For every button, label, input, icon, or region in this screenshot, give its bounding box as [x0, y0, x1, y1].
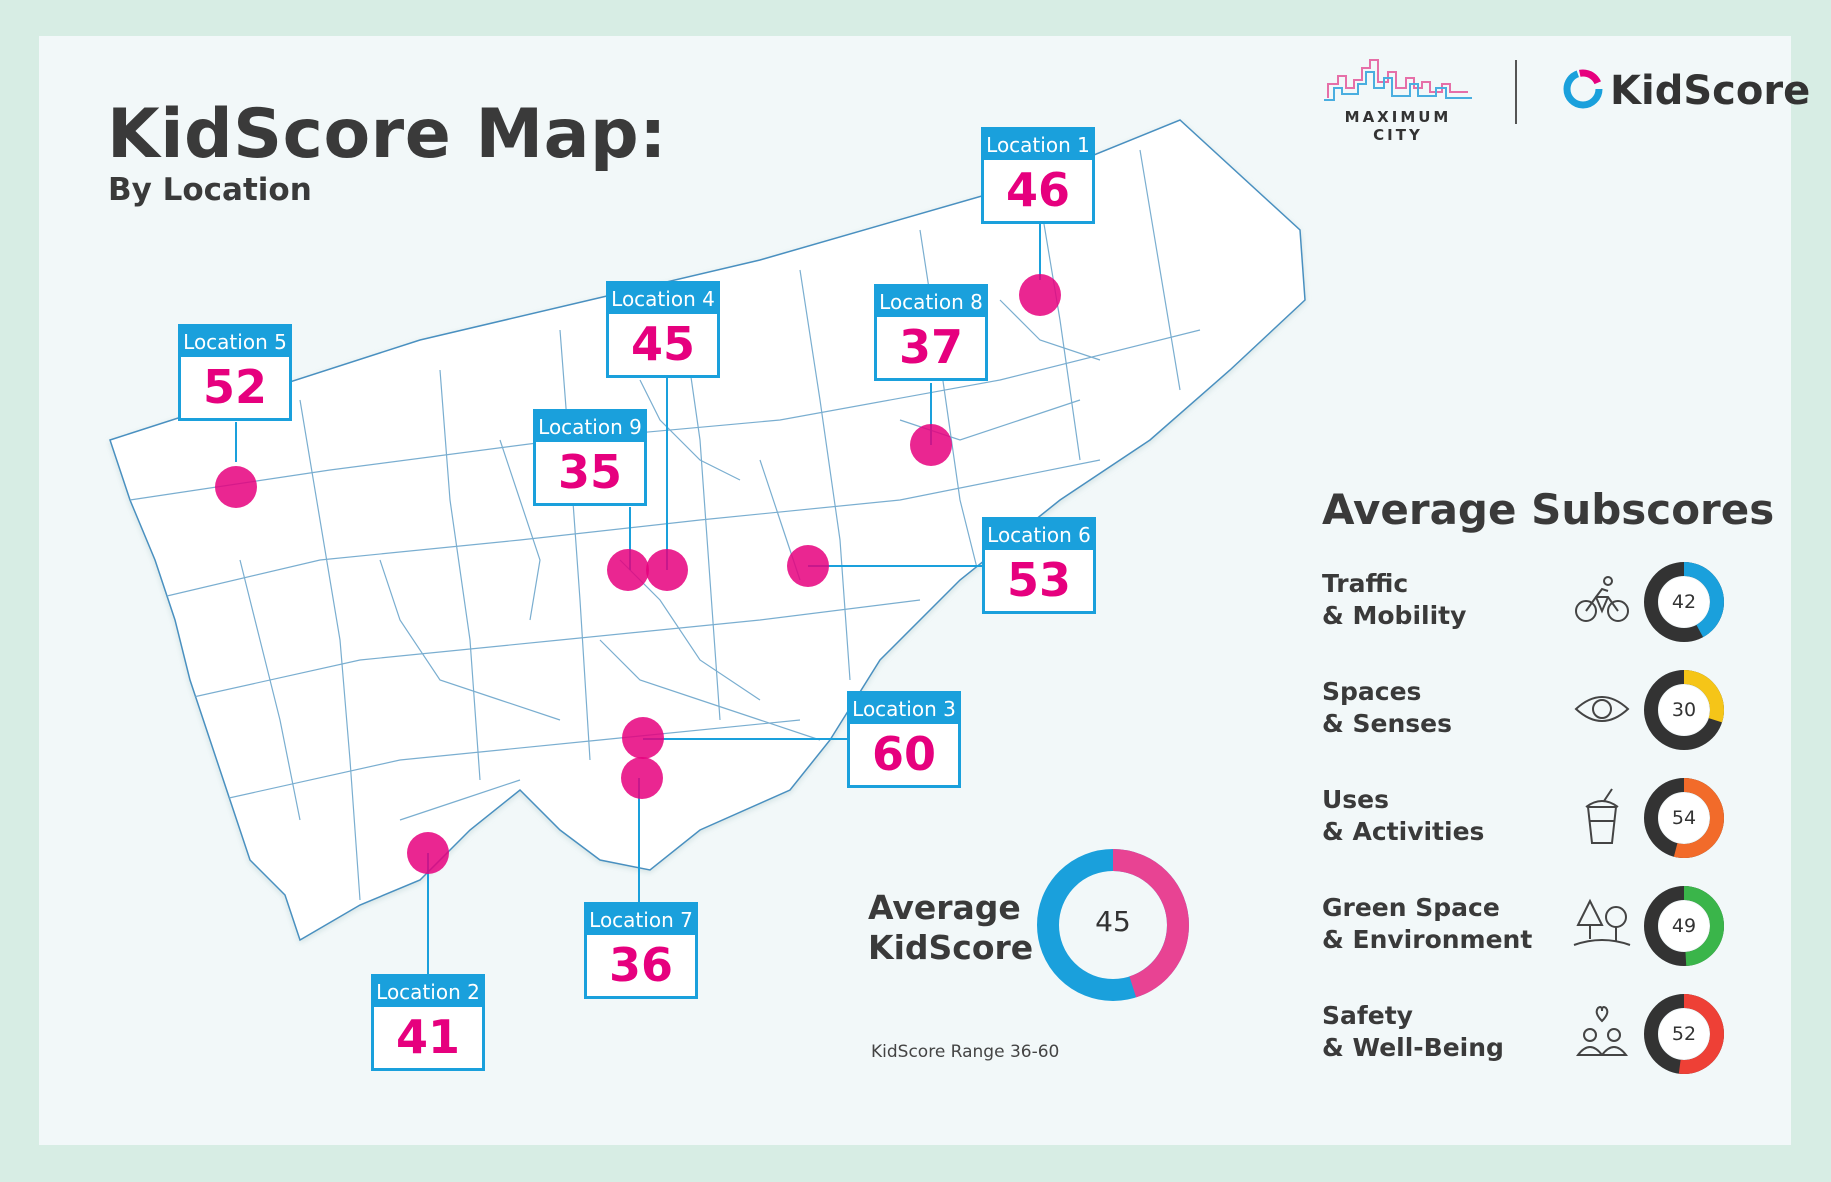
- subscore-line2: & Mobility: [1322, 601, 1467, 630]
- average-kidscore-label: Average KidScore: [868, 888, 1033, 968]
- page-title: KidScore Map:: [107, 95, 667, 174]
- average-donut-pink: [1037, 849, 1189, 1001]
- location-marker-1[interactable]: [1019, 274, 1061, 316]
- location-score: 52: [202, 360, 267, 414]
- trees-icon: [1573, 898, 1631, 946]
- subscore-uses-value: 54: [1671, 807, 1697, 829]
- location-label: Location 6: [985, 520, 1093, 550]
- maximum-city-logo: MAXIMUM CITY: [1318, 58, 1478, 144]
- subscore-ring-arc: [1644, 994, 1724, 1074]
- subscore-ring-arc: [1644, 562, 1724, 642]
- subscore-uses-label: Uses & Activities: [1322, 784, 1484, 848]
- location-card-9[interactable]: Location 9 35: [533, 409, 647, 506]
- location-card-3[interactable]: Location 3 60: [847, 691, 961, 788]
- average-label-line1: Average: [868, 888, 1021, 927]
- subscore-line2: & Activities: [1322, 817, 1485, 846]
- location-label: Location 3: [850, 694, 958, 724]
- subscore-line1: Spaces: [1322, 677, 1422, 706]
- subscore-ring-arc: [1644, 670, 1724, 750]
- subscore-ring-arc: [1644, 886, 1724, 966]
- subscore-spaces-value: 30: [1671, 699, 1697, 721]
- logo-divider: [1515, 60, 1517, 124]
- location-card-4[interactable]: Location 4 45: [606, 281, 720, 378]
- kidscore-range: KidScore Range 36-60: [871, 1042, 1060, 1062]
- location-card-1[interactable]: Location 1 46: [981, 127, 1095, 224]
- location-score: 45: [630, 317, 695, 371]
- product-name: KidScore: [1610, 68, 1811, 114]
- subscore-line1: Safety: [1322, 1001, 1413, 1030]
- subscore-green-label: Green Space & Environment: [1322, 892, 1532, 956]
- subscore-ring-center: [1659, 1009, 1709, 1059]
- subscore-ring-center: [1659, 793, 1709, 843]
- subscore-line1: Green Space: [1322, 893, 1500, 922]
- people-heart-icon: [1575, 1006, 1629, 1056]
- city-boundary: [109, 119, 1306, 942]
- subscore-ring-center: [1659, 685, 1709, 735]
- subscore-traffic-label: Traffic & Mobility: [1322, 568, 1466, 632]
- location-marker-8[interactable]: [910, 424, 952, 466]
- location-label: Location 5: [181, 327, 289, 357]
- bicycle-icon: [1575, 576, 1629, 622]
- location-card-8[interactable]: Location 8 37: [874, 284, 988, 381]
- location-marker-7[interactable]: [621, 757, 663, 799]
- location-card-5[interactable]: Location 5 52: [178, 324, 292, 421]
- location-label: Location 4: [609, 284, 717, 314]
- subscore-green-value: 49: [1671, 915, 1697, 937]
- page-subtitle: By Location: [108, 172, 312, 208]
- subscore-line2: & Senses: [1322, 709, 1452, 738]
- subscore-ring-center: [1659, 577, 1709, 627]
- subscore-line2: & Environment: [1322, 925, 1533, 954]
- location-label: Location 9: [536, 412, 644, 442]
- subscore-traffic-value: 42: [1671, 591, 1697, 613]
- drink-cup-icon: [1585, 788, 1619, 844]
- average-kidscore-value: 45: [1095, 905, 1131, 938]
- subscore-line2: & Well-Being: [1322, 1033, 1504, 1062]
- subscore-spaces-label: Spaces & Senses: [1322, 676, 1452, 740]
- subscore-safety-label: Safety & Well-Being: [1322, 1000, 1504, 1064]
- location-marker-2[interactable]: [407, 832, 449, 874]
- subscore-ring-center: [1659, 901, 1709, 951]
- location-score: 37: [898, 320, 963, 374]
- location-label: Location 1: [984, 130, 1092, 160]
- location-label: Location 8: [877, 287, 985, 317]
- subscore-ring-arc: [1644, 778, 1724, 858]
- location-score: 41: [395, 1010, 460, 1064]
- subscore-line1: Traffic: [1322, 569, 1409, 598]
- subscore-safety-value: 52: [1671, 1023, 1697, 1045]
- location-card-6[interactable]: Location 6 53: [982, 517, 1096, 614]
- location-label: Location 7: [587, 905, 695, 935]
- skyline-icon: [1324, 59, 1472, 101]
- average-label-line2: KidScore: [868, 928, 1034, 967]
- location-card-2[interactable]: Location 2 41: [371, 974, 485, 1071]
- subscore-line1: Uses: [1322, 785, 1390, 814]
- location-score: 46: [1005, 163, 1070, 217]
- location-marker-5[interactable]: [215, 466, 257, 508]
- location-score: 35: [557, 445, 622, 499]
- location-score: 36: [608, 938, 673, 992]
- location-card-7[interactable]: Location 7 36: [584, 902, 698, 999]
- eye-icon: [1574, 696, 1630, 722]
- location-score: 53: [1006, 553, 1071, 607]
- partner-name: MAXIMUM CITY: [1344, 108, 1452, 144]
- location-score: 60: [871, 727, 936, 781]
- location-marker-6[interactable]: [787, 545, 829, 587]
- location-label: Location 2: [374, 977, 482, 1007]
- subscores-title: Average Subscores: [1322, 485, 1775, 534]
- location-marker-3[interactable]: [622, 717, 664, 759]
- kidscore-ring-icon: [1563, 69, 1603, 109]
- location-marker-4[interactable]: [646, 549, 688, 591]
- location-marker-9[interactable]: [607, 549, 649, 591]
